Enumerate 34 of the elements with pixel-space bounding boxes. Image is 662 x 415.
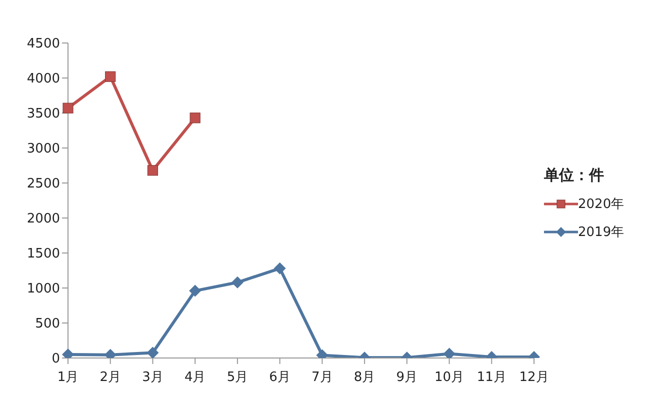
x-tick-label: 1月 bbox=[57, 370, 79, 386]
x-tick-label: 2月 bbox=[100, 370, 122, 386]
y-tick-label: 3000 bbox=[26, 142, 60, 157]
point bbox=[146, 346, 159, 358]
y-tick-label: 500 bbox=[35, 316, 60, 332]
x-tick-label: 3月 bbox=[142, 370, 164, 386]
y-tick-label: 2000 bbox=[26, 212, 60, 227]
legend-label: 2019年 bbox=[578, 224, 624, 240]
x-tick-label: 6月 bbox=[269, 370, 290, 386]
legend-title: 单位：件 bbox=[544, 166, 605, 184]
y-tick-label: 4000 bbox=[26, 72, 60, 87]
y-tick-label: 0 bbox=[52, 352, 60, 367]
y-tick-label: 3500 bbox=[26, 106, 60, 122]
x-tick-label: 4月 bbox=[184, 370, 206, 386]
point bbox=[189, 284, 202, 297]
point bbox=[274, 262, 286, 274]
point bbox=[147, 165, 158, 176]
legend-label: 2020年 bbox=[578, 196, 624, 212]
x-tick-label: 9月 bbox=[396, 370, 418, 386]
point bbox=[231, 276, 244, 288]
point bbox=[62, 102, 74, 114]
y-tick-label: 4500 bbox=[26, 36, 60, 52]
point bbox=[443, 348, 456, 358]
x-tick-label: 11月 bbox=[476, 370, 506, 386]
x-tick-label: 8月 bbox=[354, 370, 376, 386]
x-tick-label: 5月 bbox=[226, 370, 248, 386]
point bbox=[190, 112, 200, 124]
y-tick-label: 2500 bbox=[26, 176, 60, 192]
y-tick-label: 1500 bbox=[26, 246, 60, 262]
x-tick-label: 7月 bbox=[312, 370, 333, 386]
x-tick-label: 12月 bbox=[519, 370, 549, 386]
point bbox=[105, 71, 116, 82]
x-tick-label: 10月 bbox=[434, 370, 464, 386]
y-tick-label: 1000 bbox=[26, 282, 60, 297]
